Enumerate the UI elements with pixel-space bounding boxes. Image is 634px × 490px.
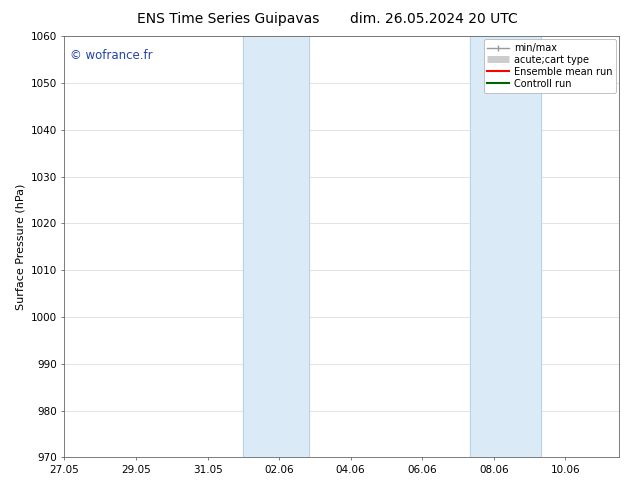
- Text: ENS Time Series Guipavas: ENS Time Series Guipavas: [137, 12, 320, 26]
- Bar: [470, 36, 541, 457]
- Text: dim. 26.05.2024 20 UTC: dim. 26.05.2024 20 UTC: [351, 12, 518, 26]
- Bar: [243, 36, 309, 457]
- Y-axis label: Surface Pressure (hPa): Surface Pressure (hPa): [15, 184, 25, 310]
- Text: © wofrance.fr: © wofrance.fr: [70, 49, 153, 62]
- Legend: min/max, acute;cart type, Ensemble mean run, Controll run: min/max, acute;cart type, Ensemble mean …: [484, 39, 616, 93]
